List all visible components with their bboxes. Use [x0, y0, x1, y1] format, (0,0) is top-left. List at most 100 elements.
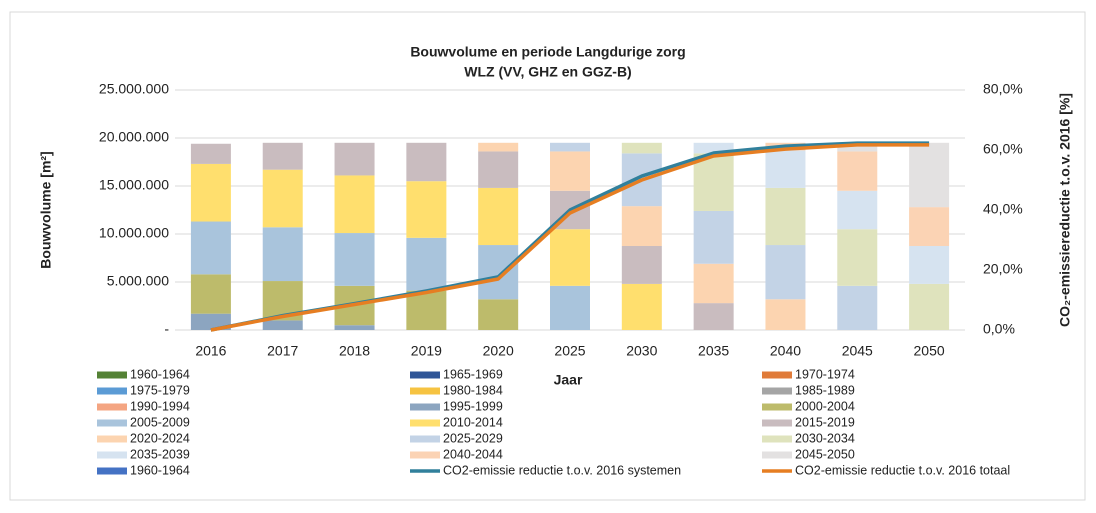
legend-swatch: [762, 451, 792, 459]
bar-segment: [909, 207, 950, 246]
legend-label: 2010-2014: [443, 415, 503, 429]
legend-swatch: [410, 419, 440, 427]
legend-swatch: [97, 451, 127, 459]
bar-segment: [406, 181, 447, 238]
legend-label: 2000-2004: [795, 399, 855, 413]
bar-segment: [837, 190, 878, 230]
bar-segment: [478, 151, 519, 188]
bar-segment: [190, 313, 231, 330]
legend-swatch: [762, 387, 792, 395]
legend-label: 1975-1979: [130, 383, 190, 397]
legend-swatch: [410, 435, 440, 443]
x-tick-label: 2025: [554, 343, 585, 359]
legend-label: 2045-2050: [795, 447, 855, 461]
legend-swatch: [410, 387, 440, 395]
bar-segment: [621, 206, 662, 246]
x-tick-label: 2017: [267, 343, 298, 359]
legend-label: 1985-1989: [795, 383, 855, 397]
y2-tick-label: 60,0%: [983, 141, 1023, 157]
legend-label: 2020-2024: [130, 431, 190, 445]
legend-label: 2040-2044: [443, 447, 503, 461]
bar-segment: [334, 233, 375, 286]
legend-swatch: [97, 371, 127, 379]
x-tick-label: 2016: [195, 343, 226, 359]
bar-segment: [621, 283, 662, 330]
legend-swatch: [762, 419, 792, 427]
y-tick-label: 5.000.000: [107, 273, 169, 289]
x-axis-title: Jaar: [554, 372, 583, 388]
y-tick-label: 25.000.000: [99, 81, 169, 97]
bar-segment: [334, 142, 375, 176]
legend-label: 1970-1974: [795, 367, 855, 381]
bar-segment: [909, 142, 950, 208]
bar-segment: [550, 151, 590, 191]
legend-swatch: [97, 467, 127, 475]
bar-segment: [334, 325, 375, 330]
bar-segment: [909, 283, 950, 330]
legend-swatch: [97, 403, 127, 411]
y-axis-title: Bouwvolume [m²]: [38, 151, 54, 268]
legend-swatch: [97, 435, 127, 443]
bar-segment: [262, 227, 303, 282]
legend-label: 1960-1964: [130, 367, 190, 381]
legend-label: 1965-1969: [443, 367, 503, 381]
bar-segment: [190, 221, 231, 275]
y2-axis-title: CO₂-emissiereductie t.o.v. 2016 [%]: [1057, 93, 1073, 327]
legend-label: 2005-2009: [130, 415, 190, 429]
bar-segment: [837, 285, 878, 330]
x-tick-label: 2019: [411, 343, 442, 359]
legend-swatch: [410, 451, 440, 459]
legend-swatch: [762, 403, 792, 411]
bar-segment: [621, 142, 662, 154]
legend-swatch: [410, 403, 440, 411]
legend-label: 1980-1984: [443, 383, 503, 397]
bar-segment: [478, 187, 519, 246]
x-tick-label: 2020: [483, 343, 514, 359]
legend-swatch: [762, 371, 792, 379]
y-tick-label: 10.000.000: [99, 225, 169, 241]
bar-segment: [837, 229, 878, 286]
legend-label: CO2-emissie reductie t.o.v. 2016 totaal: [795, 463, 1010, 477]
bar-segment: [478, 245, 519, 300]
bar-segment: [406, 142, 447, 182]
x-tick-label: 2030: [626, 343, 657, 359]
y-tick-label: 20.000.000: [99, 129, 169, 145]
bar-segment: [190, 163, 231, 222]
x-tick-label: 2045: [842, 343, 873, 359]
legend-label: 1995-1999: [443, 399, 503, 413]
bar-segment: [765, 245, 806, 300]
bar-segment: [693, 303, 734, 330]
bar-segment: [478, 299, 519, 330]
legend-label: 1990-1994: [130, 399, 190, 413]
y2-tick-label: 40,0%: [983, 201, 1023, 217]
chart-subtitle: WLZ (VV, GHZ en GGZ-B): [464, 64, 631, 80]
bar-segment: [837, 142, 878, 152]
legend-label: 2015-2019: [795, 415, 855, 429]
bar-segment: [406, 237, 447, 291]
legend-label: 2035-2039: [130, 447, 190, 461]
x-tick-label: 2050: [914, 343, 945, 359]
x-tick-label: 2018: [339, 343, 370, 359]
legend-swatch: [410, 371, 440, 379]
bar-segment: [190, 143, 231, 164]
legend-label: 2025-2029: [443, 431, 503, 445]
bar-segment: [693, 142, 734, 154]
legend-swatch: [97, 387, 127, 395]
legend-label: 1960-1964: [130, 463, 190, 477]
bar-segment: [550, 229, 590, 286]
y-tick-label: 15.000.000: [99, 177, 169, 193]
bar-segment: [693, 263, 734, 304]
y2-tick-label: 0,0%: [983, 321, 1015, 337]
legend-swatch: [97, 419, 127, 427]
bar-segment: [837, 151, 878, 191]
bar-segment: [262, 169, 303, 228]
bar-segment: [190, 274, 231, 314]
legend-label: CO2-emissie reductie t.o.v. 2016 systeme…: [443, 463, 681, 477]
bar-segment: [478, 142, 519, 152]
x-tick-label: 2040: [770, 343, 801, 359]
bar-segment: [693, 210, 734, 264]
bar-segment: [621, 246, 662, 284]
y2-tick-label: 80,0%: [983, 81, 1023, 97]
bar-segment: [550, 142, 590, 152]
